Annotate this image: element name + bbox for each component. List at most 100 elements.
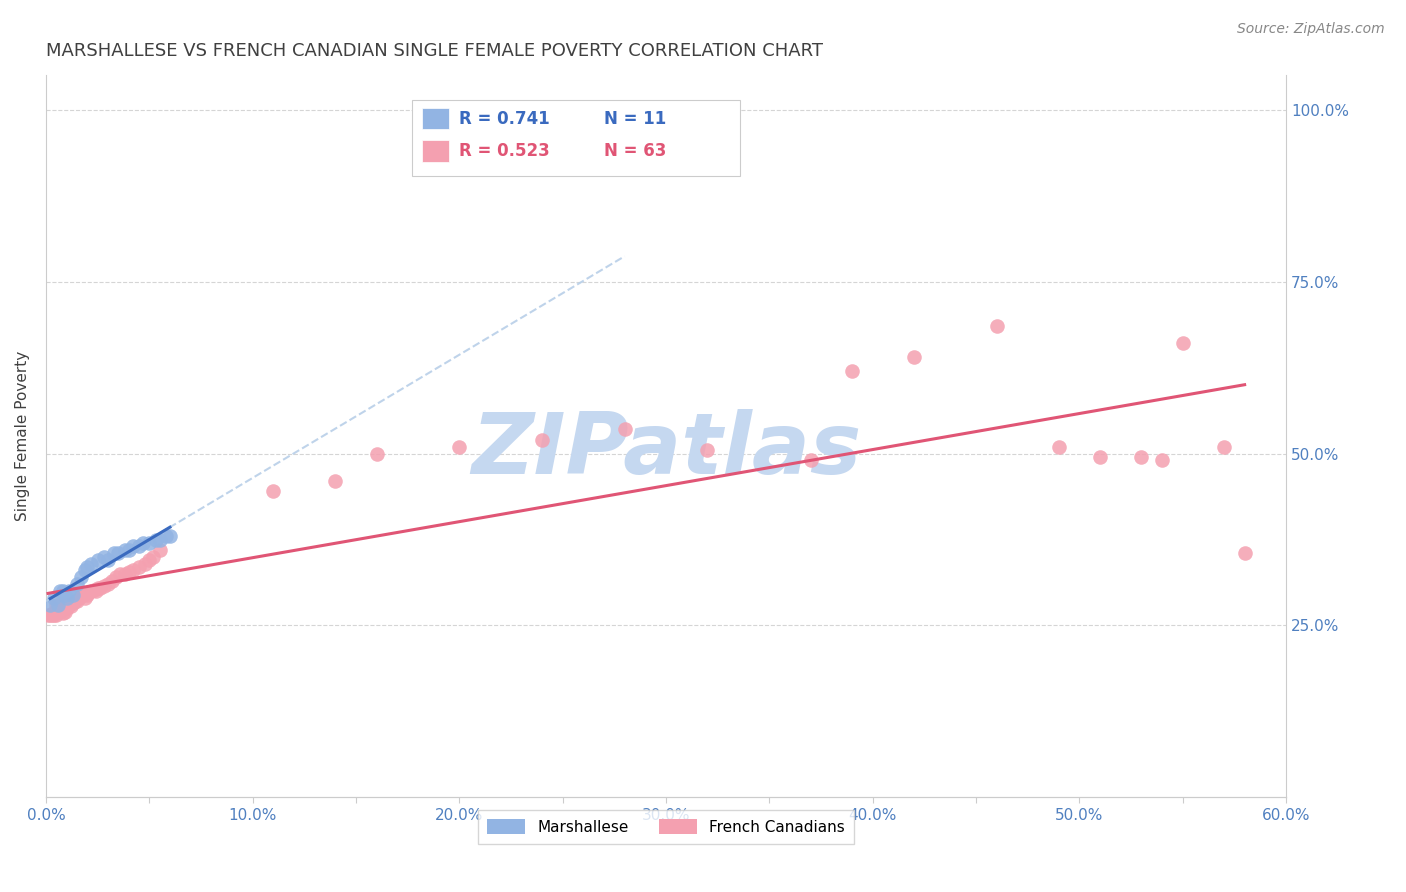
Point: [103, 546, 125, 560]
Point: [1047, 440, 1070, 454]
Point: [70, 588, 93, 602]
Point: [121, 540, 143, 554]
Point: [986, 319, 1008, 334]
Point: [1213, 440, 1236, 454]
Point: [70, 570, 93, 584]
FancyBboxPatch shape: [422, 108, 449, 129]
Point: [114, 566, 136, 581]
Point: [55, 601, 77, 615]
Point: [134, 557, 156, 571]
Point: [44, 605, 66, 619]
Point: [66, 594, 89, 608]
Point: [84, 584, 107, 599]
Point: [48, 601, 70, 615]
Point: [75, 564, 97, 578]
Point: [107, 546, 129, 560]
Point: [39, 608, 62, 623]
Point: [67, 591, 90, 605]
Point: [323, 474, 346, 488]
Point: [83, 582, 105, 597]
Point: [262, 484, 284, 499]
Text: MARSHALLESE VS FRENCH CANADIAN SINGLE FEMALE POVERTY CORRELATION CHART: MARSHALLESE VS FRENCH CANADIAN SINGLE FE…: [46, 42, 823, 60]
Point: [55, 591, 77, 605]
Point: [80, 557, 103, 571]
Point: [128, 560, 150, 574]
Point: [142, 549, 165, 564]
Point: [93, 578, 115, 592]
Point: [62, 597, 84, 611]
Point: [62, 588, 84, 602]
Point: [44, 608, 66, 623]
Point: [45, 598, 67, 612]
Point: [110, 566, 132, 581]
Point: [121, 564, 143, 578]
Point: [37, 608, 59, 623]
Point: [117, 542, 139, 557]
Point: [49, 601, 72, 615]
Point: [58, 584, 80, 599]
Point: [145, 533, 167, 547]
Point: [114, 542, 136, 557]
Point: [63, 594, 86, 608]
Point: [159, 529, 181, 543]
Point: [39, 598, 62, 612]
Point: [89, 581, 111, 595]
Text: N = 11: N = 11: [605, 110, 666, 128]
Point: [53, 605, 76, 619]
Point: [1130, 450, 1153, 464]
Point: [51, 606, 73, 620]
FancyBboxPatch shape: [422, 140, 449, 161]
Point: [93, 549, 115, 564]
Y-axis label: Single Female Poverty: Single Female Poverty: [15, 351, 30, 522]
Point: [76, 588, 98, 602]
Point: [72, 588, 94, 602]
Point: [1233, 546, 1256, 560]
Point: [49, 605, 72, 619]
Point: [149, 533, 172, 547]
Text: Source: ZipAtlas.com: Source: ZipAtlas.com: [1237, 22, 1385, 37]
Point: [132, 536, 155, 550]
Point: [105, 570, 128, 584]
Point: [80, 584, 103, 599]
Point: [49, 584, 72, 599]
Point: [66, 577, 89, 591]
Point: [59, 599, 82, 614]
Point: [613, 422, 636, 436]
Point: [101, 574, 124, 588]
Legend: Marshallese, French Canadians: Marshallese, French Canadians: [478, 810, 855, 844]
Point: [48, 598, 70, 612]
Text: R = 0.741: R = 0.741: [458, 110, 550, 128]
Point: [149, 542, 172, 557]
Point: [696, 443, 718, 458]
Point: [97, 577, 120, 591]
Point: [530, 433, 553, 447]
Point: [79, 585, 101, 599]
Point: [800, 453, 823, 467]
Point: [86, 581, 108, 595]
Point: [53, 598, 76, 612]
Point: [53, 588, 76, 602]
FancyBboxPatch shape: [412, 101, 741, 177]
Point: [44, 591, 66, 605]
Text: ZIPatlas: ZIPatlas: [471, 409, 860, 492]
Point: [75, 591, 97, 605]
Point: [1088, 450, 1111, 464]
Point: [51, 601, 73, 615]
Point: [51, 584, 73, 599]
Text: R = 0.523: R = 0.523: [458, 142, 550, 160]
Point: [138, 553, 160, 567]
Point: [155, 529, 177, 543]
Point: [41, 608, 63, 623]
Text: N = 63: N = 63: [605, 142, 666, 160]
Point: [138, 536, 160, 550]
Point: [449, 440, 471, 454]
Point: [48, 605, 70, 619]
Point: [117, 565, 139, 579]
Point: [366, 446, 388, 460]
Point: [86, 553, 108, 567]
Point: [841, 364, 863, 378]
Point: [58, 598, 80, 612]
Point: [1171, 336, 1194, 351]
Point: [76, 560, 98, 574]
Point: [1150, 453, 1173, 467]
